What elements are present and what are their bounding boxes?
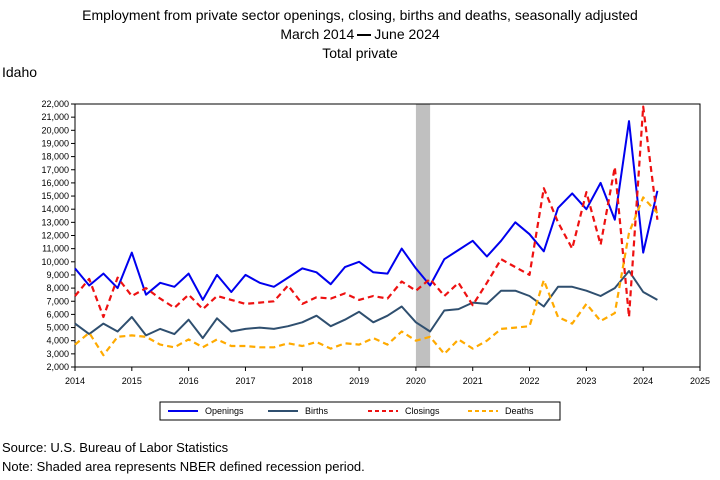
chart-subtitle: Total private [322, 45, 398, 61]
recession-layer [415, 104, 431, 367]
x-tick-label: 2016 [179, 376, 199, 386]
closings-series-line [74, 105, 659, 319]
x-tick-label: 2023 [576, 376, 596, 386]
y-tick-label: 16,000 [41, 178, 69, 188]
employment-line-chart: 2,000 3,000 4,000 5,000 6,000 7,000 8,000 9,000… [41, 99, 710, 421]
x-tick-label: 2020 [406, 376, 426, 386]
y-tick-label: 18,000 [41, 152, 69, 162]
y-tick-label: 20,000 [41, 125, 69, 135]
y-tick-label: 21,000 [41, 112, 69, 122]
y-tick-label: 13,000 [41, 217, 69, 227]
x-tick-label: 2025 [690, 376, 710, 386]
source-note: Source: U.S. Bureau of Labor Statistics [2, 440, 229, 455]
chart-title: Employment from private sector openings,… [82, 7, 638, 23]
date-range-end: June 2024 [374, 26, 440, 42]
deaths-legend-label: Deaths [505, 406, 534, 416]
x-tick-label: 2014 [65, 376, 85, 386]
y-tick-label: 10,000 [41, 257, 69, 267]
legend: Openings Births Closings Deaths [159, 401, 561, 421]
openings-legend-label: Openings [205, 406, 244, 416]
chart-date-range: March 2014 June 2024 [0, 25, 720, 44]
plot-frame [74, 103, 701, 368]
y-tick-label: 4,000 [46, 336, 69, 346]
region-label: Idaho [2, 64, 38, 80]
y-tick-label: 15,000 [41, 191, 69, 201]
births-legend-label: Births [305, 406, 329, 416]
y-tick-label: 9,000 [46, 270, 69, 280]
deaths-series-line [74, 196, 659, 357]
series-layer [74, 105, 659, 357]
x-tick-label: 2024 [633, 376, 653, 386]
x-tick-label: 2015 [122, 376, 142, 386]
y-tick-label: 6,000 [46, 309, 69, 319]
x-tick-label: 2021 [463, 376, 483, 386]
y-tick-label: 22,000 [41, 99, 69, 109]
x-tick-label: 2019 [349, 376, 369, 386]
date-range-dash [357, 34, 372, 37]
y-tick-label: 11,000 [42, 244, 69, 254]
y-tick-label: 12,000 [41, 231, 69, 241]
openings-series-line [74, 120, 659, 301]
y-tick-label: 2,000 [46, 362, 69, 372]
y-tick-label: 7,000 [46, 296, 69, 306]
x-tick-label: 2017 [235, 376, 255, 386]
recession-band [415, 104, 431, 367]
date-range-start: March 2014 [280, 26, 355, 42]
legend-box [159, 401, 561, 421]
y-tick-label: 14,000 [41, 204, 69, 214]
y-tick-label: 3,000 [46, 349, 69, 359]
y-tick-label: 19,000 [41, 138, 69, 148]
x-tick-label: 2018 [292, 376, 312, 386]
y-tick-label: 8,000 [46, 283, 69, 293]
y-tick-label: 17,000 [41, 165, 69, 175]
closings-legend-label: Closings [405, 406, 440, 416]
x-tick-label: 2022 [520, 376, 540, 386]
y-tick-label: 5,000 [46, 323, 69, 333]
births-series-line [74, 270, 658, 340]
recession-note: Note: Shaded area represents NBER define… [2, 459, 365, 474]
axes-layer: 2,000 3,000 4,000 5,000 6,000 7,000 8,000 9,000… [41, 99, 710, 386]
